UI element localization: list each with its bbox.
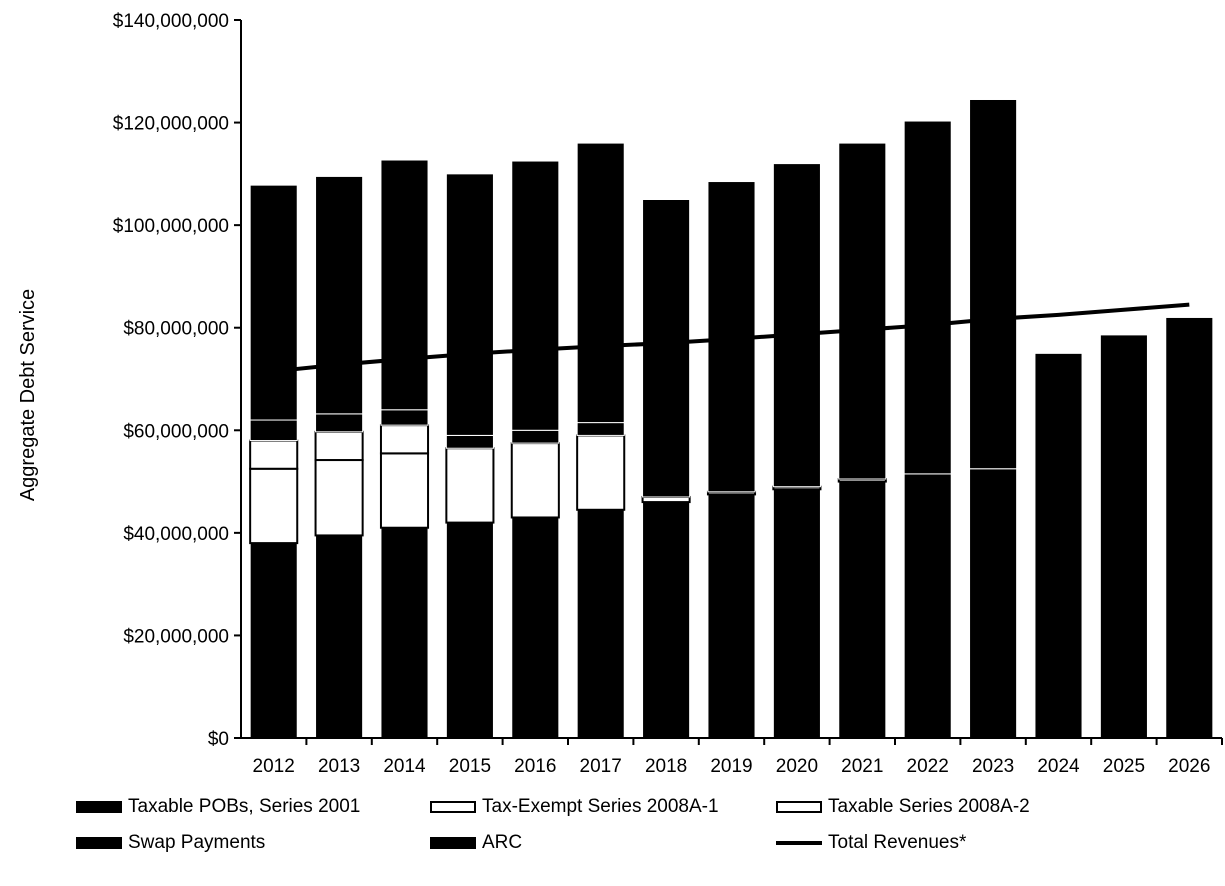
x-tick-label: 2014 <box>383 756 426 777</box>
y-axis-label: Aggregate Debt Service <box>17 289 39 501</box>
bar-segment <box>249 419 298 442</box>
bar-segment <box>445 447 495 524</box>
bar-segment <box>379 424 430 455</box>
bar-segment <box>1034 352 1083 739</box>
bar-segment <box>969 98 1018 470</box>
bar-segment <box>642 199 691 498</box>
bar-segment <box>903 473 952 739</box>
x-tick-label: 2026 <box>1168 756 1210 777</box>
x-tick-label: 2019 <box>710 756 752 777</box>
bar-segment <box>707 493 756 739</box>
bar-segment <box>249 184 298 421</box>
bar-segment <box>314 459 364 537</box>
bar-segment <box>1165 316 1214 739</box>
y-tick-label: $80,000,000 <box>123 319 229 340</box>
bar-segment <box>314 430 364 462</box>
bar-segment <box>445 522 494 739</box>
x-tick-label: 2021 <box>841 756 883 777</box>
bar-segment <box>838 142 887 480</box>
bar-segment <box>511 160 560 431</box>
y-tick-label: $20,000,000 <box>123 626 229 647</box>
y-tick-label: $60,000,000 <box>123 421 229 442</box>
x-tick-label: 2025 <box>1103 756 1145 777</box>
bar-segment <box>445 173 494 436</box>
bar-segment <box>576 422 625 436</box>
bar-segment <box>315 534 364 739</box>
x-tick-label: 2015 <box>449 756 491 777</box>
y-tick-label: $140,000,000 <box>113 11 229 32</box>
bar-segment <box>249 467 299 545</box>
bar-segment <box>315 413 364 433</box>
bar-segment <box>642 501 691 739</box>
bar-segment <box>380 527 429 739</box>
x-tick-label: 2023 <box>972 756 1014 777</box>
y-tick-label: $40,000,000 <box>123 524 229 545</box>
bar-segment <box>903 120 952 475</box>
bar-segment <box>576 509 625 739</box>
bar-segment <box>445 434 494 449</box>
y-tick-label: $120,000,000 <box>113 114 229 135</box>
bar-segment <box>641 495 691 504</box>
bar-segment <box>772 163 821 488</box>
bar-segment <box>772 488 821 739</box>
bar-segment <box>249 439 299 470</box>
x-tick-label: 2013 <box>318 756 360 777</box>
bar-segment <box>511 516 560 739</box>
x-tick-label: 2022 <box>907 756 949 777</box>
bar-segment <box>379 452 430 529</box>
total-revenues-line <box>273 302 1190 374</box>
bar-segment <box>510 442 560 519</box>
bar-segment <box>1099 334 1148 739</box>
bar-segment <box>315 175 364 415</box>
y-tick-label: $100,000,000 <box>113 216 229 237</box>
bar-segment <box>969 468 1018 739</box>
x-tick-label: 2016 <box>514 756 556 777</box>
x-tick-label: 2017 <box>580 756 622 777</box>
bar-segment <box>249 542 298 739</box>
x-tick-label: 2024 <box>1037 756 1080 777</box>
y-tick-label: $0 <box>208 729 229 750</box>
bar-segment <box>838 481 887 739</box>
bar-segment <box>576 142 625 424</box>
bar-segment <box>511 429 560 444</box>
x-tick-label: 2020 <box>776 756 818 777</box>
bar-segment <box>380 409 429 426</box>
bar-segment <box>576 434 626 511</box>
bar-segment <box>380 159 429 411</box>
x-tick-label: 2012 <box>253 756 295 777</box>
x-tick-label: 2018 <box>645 756 687 777</box>
